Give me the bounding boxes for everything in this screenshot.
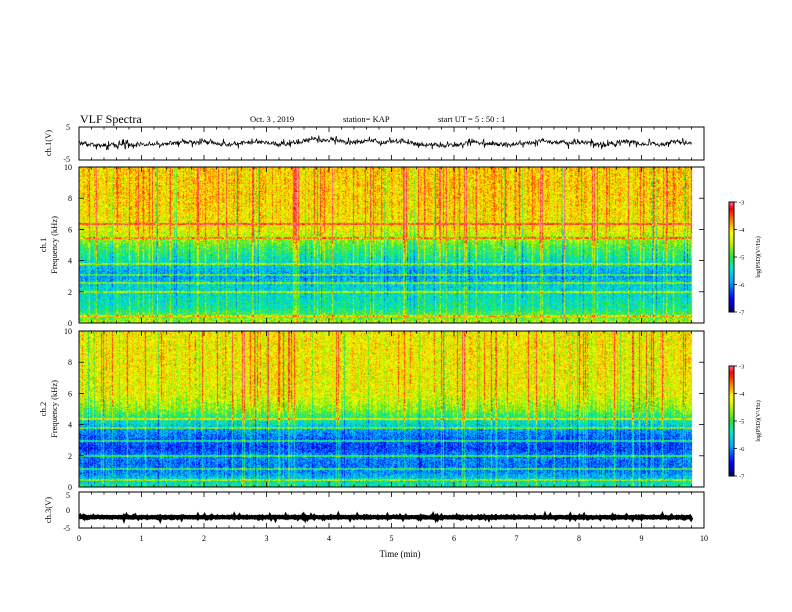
ch2-spectrogram-image bbox=[79, 331, 704, 487]
ch1-colorbar-label: log(PSD)(V²/Hz) bbox=[755, 236, 762, 277]
ch3-ytick-bottom: -5 bbox=[63, 524, 70, 533]
y-tick-label: 6 bbox=[68, 389, 72, 398]
colorbar-tick-label: -4 bbox=[739, 391, 745, 398]
ch2-spectrogram-yticks: 0 2 4 6 8 10 bbox=[64, 327, 704, 492]
x-tick-label: 1 bbox=[140, 534, 144, 543]
ch2-spectrogram-ylabel-1: ch.2 bbox=[38, 402, 48, 416]
station-label: station= KAP bbox=[343, 114, 390, 124]
ch3-waveform-line bbox=[78, 510, 694, 525]
ch1-spectrogram-xticks bbox=[78, 167, 705, 323]
ch2-colorbar-label: log(PSD)(V²/Hz) bbox=[755, 400, 762, 441]
x-tick-label: 2 bbox=[202, 534, 206, 543]
ch3-waveform-panel: 5 0 -5 ch.3(V) 0 1 2 3 4 5 6 7 8 9 10 Time (min) bbox=[43, 491, 708, 559]
ch3-waveform-ylabel: ch.3(V) bbox=[43, 497, 53, 523]
ch3-waveform-xticks bbox=[78, 492, 705, 528]
ch1-waveform-ticks bbox=[78, 127, 705, 160]
colorbar-tick-label: -7 bbox=[739, 474, 745, 481]
ch1-ytick-bottom: -5 bbox=[63, 155, 70, 164]
ch3-ytick-mid: 0 bbox=[66, 506, 70, 515]
x-tick-label: 8 bbox=[577, 534, 581, 543]
ch3-ytick-top: 5 bbox=[66, 491, 70, 500]
y-tick-label: 8 bbox=[68, 358, 72, 367]
figure-title: VLF Spectra bbox=[80, 112, 142, 126]
ch1-colorbar bbox=[729, 202, 734, 312]
time-axis-tick-labels: 0 1 2 3 4 5 6 7 8 9 10 bbox=[77, 534, 708, 543]
ch1-spectrogram-ylabel-2: Frequency (kHz) bbox=[49, 216, 59, 274]
colorbar-tick-label: -6 bbox=[739, 446, 745, 453]
x-tick-label: 3 bbox=[265, 534, 269, 543]
y-tick-label: 2 bbox=[68, 452, 72, 461]
x-tick-label: 9 bbox=[640, 534, 644, 543]
y-tick-label: 6 bbox=[68, 225, 72, 234]
ch1-waveform-line bbox=[78, 135, 692, 151]
y-tick-label: 10 bbox=[64, 327, 72, 336]
ch2-colorbar-ticks: -3 -4 -5 -6 -7 bbox=[734, 364, 745, 481]
ch1-waveform-ylabel: ch.1(V) bbox=[43, 130, 53, 156]
ch2-spectrogram-ylabel-2: Frequency (kHz) bbox=[49, 380, 59, 438]
colorbar-tick-label: -3 bbox=[739, 200, 744, 207]
y-tick-label: 4 bbox=[68, 257, 72, 266]
ch3-waveform-frame bbox=[78, 491, 705, 529]
ch2-spectrogram-xticks bbox=[78, 331, 705, 487]
x-tick-label: 4 bbox=[327, 534, 331, 543]
ch1-waveform-panel: 5 -5 ch.1(V) bbox=[43, 123, 705, 164]
ch1-spectrogram-yticks: 0 2 4 6 8 10 bbox=[64, 163, 704, 328]
ch1-spectrogram-image bbox=[79, 167, 704, 323]
y-tick-label: 2 bbox=[68, 288, 72, 297]
colorbar-tick-label: -3 bbox=[739, 364, 744, 371]
date-label: Oct. 3 , 2019 bbox=[250, 114, 294, 124]
x-tick-label: 6 bbox=[452, 534, 456, 543]
colorbar-tick-label: -6 bbox=[739, 282, 745, 289]
x-tick-label: 5 bbox=[390, 534, 394, 543]
colorbar-tick-label: -4 bbox=[739, 227, 745, 234]
colorbar-tick-label: -5 bbox=[739, 255, 744, 262]
y-tick-label: 0 bbox=[68, 483, 72, 492]
y-tick-label: 8 bbox=[68, 194, 72, 203]
time-axis-label: Time (min) bbox=[380, 549, 421, 559]
ch1-colorbar-ticks: -3 -4 -5 -6 -7 bbox=[734, 200, 745, 317]
y-tick-label: 4 bbox=[68, 421, 72, 430]
colorbar-tick-label: -7 bbox=[739, 310, 745, 317]
start-time-label: start UT = 5 : 50 : 1 bbox=[438, 114, 505, 124]
y-tick-label: 10 bbox=[64, 163, 72, 172]
x-tick-label: 7 bbox=[515, 534, 519, 543]
y-tick-label: 0 bbox=[68, 319, 72, 328]
x-tick-label: 10 bbox=[700, 534, 708, 543]
ch2-colorbar bbox=[729, 366, 734, 476]
ch1-spectrogram-ylabel-1: ch.1 bbox=[38, 238, 48, 252]
colorbar-tick-label: -5 bbox=[739, 419, 744, 426]
x-tick-label: 0 bbox=[77, 534, 81, 543]
ch1-ytick-top: 5 bbox=[66, 123, 70, 132]
